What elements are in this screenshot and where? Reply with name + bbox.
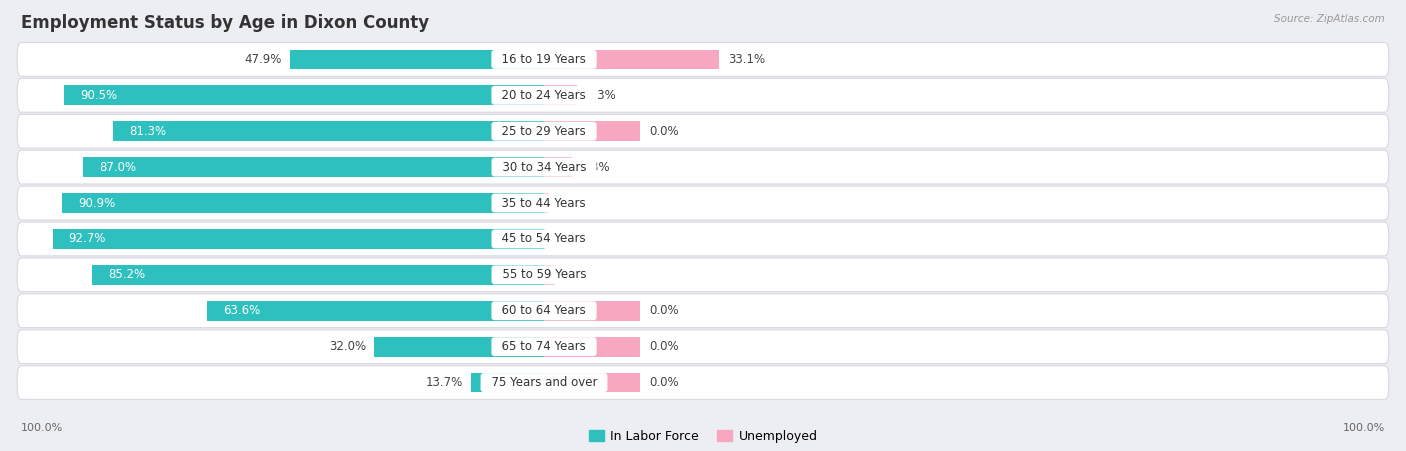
Text: 0.0%: 0.0%: [650, 376, 679, 389]
Text: 90.5%: 90.5%: [80, 89, 118, 102]
Text: 25 to 29 Years: 25 to 29 Years: [495, 125, 593, 138]
Text: 32.0%: 32.0%: [329, 340, 366, 353]
Bar: [544, 193, 548, 213]
Bar: [53, 229, 544, 249]
Bar: [374, 337, 544, 357]
Text: 45 to 54 Years: 45 to 54 Years: [495, 232, 593, 245]
Text: 30 to 34 Years: 30 to 34 Years: [495, 161, 593, 174]
Bar: [544, 157, 572, 177]
Text: 6.3%: 6.3%: [586, 89, 616, 102]
FancyBboxPatch shape: [17, 258, 1389, 292]
Text: 92.7%: 92.7%: [69, 232, 105, 245]
Text: 35 to 44 Years: 35 to 44 Years: [495, 197, 593, 210]
Text: 55 to 59 Years: 55 to 59 Years: [495, 268, 593, 281]
FancyBboxPatch shape: [17, 78, 1389, 112]
FancyBboxPatch shape: [17, 366, 1389, 400]
Text: 60 to 64 Years: 60 to 64 Years: [495, 304, 593, 317]
Text: 16 to 19 Years: 16 to 19 Years: [495, 53, 593, 66]
Bar: [112, 121, 544, 141]
Bar: [544, 301, 641, 321]
Text: 0.0%: 0.0%: [650, 125, 679, 138]
Text: 13.7%: 13.7%: [426, 376, 463, 389]
Text: 2.0%: 2.0%: [562, 268, 593, 281]
FancyBboxPatch shape: [17, 42, 1389, 76]
Text: 100.0%: 100.0%: [21, 423, 63, 433]
Text: 0.0%: 0.0%: [650, 340, 679, 353]
Bar: [544, 50, 720, 69]
Text: 65 to 74 Years: 65 to 74 Years: [495, 340, 593, 353]
FancyBboxPatch shape: [17, 222, 1389, 256]
Bar: [544, 337, 641, 357]
Text: 0.2%: 0.2%: [554, 232, 583, 245]
Bar: [207, 301, 544, 321]
Bar: [65, 85, 544, 105]
Text: 47.9%: 47.9%: [245, 53, 281, 66]
Text: 33.1%: 33.1%: [728, 53, 765, 66]
Text: Employment Status by Age in Dixon County: Employment Status by Age in Dixon County: [21, 14, 429, 32]
FancyBboxPatch shape: [17, 186, 1389, 220]
Bar: [544, 121, 641, 141]
Legend: In Labor Force, Unemployed: In Labor Force, Unemployed: [583, 425, 823, 448]
Bar: [93, 265, 544, 285]
Bar: [83, 157, 544, 177]
Bar: [62, 193, 544, 213]
Text: 81.3%: 81.3%: [129, 125, 166, 138]
Text: 0.7%: 0.7%: [557, 197, 586, 210]
Text: 87.0%: 87.0%: [98, 161, 136, 174]
FancyBboxPatch shape: [17, 330, 1389, 364]
FancyBboxPatch shape: [17, 115, 1389, 148]
Text: 75 Years and over: 75 Years and over: [484, 376, 605, 389]
Bar: [290, 50, 544, 69]
Text: 90.9%: 90.9%: [79, 197, 115, 210]
Text: 5.3%: 5.3%: [581, 161, 610, 174]
Bar: [544, 265, 554, 285]
Text: 85.2%: 85.2%: [108, 268, 145, 281]
FancyBboxPatch shape: [17, 294, 1389, 327]
Text: Source: ZipAtlas.com: Source: ZipAtlas.com: [1274, 14, 1385, 23]
Text: 20 to 24 Years: 20 to 24 Years: [495, 89, 593, 102]
Bar: [544, 85, 578, 105]
FancyBboxPatch shape: [17, 150, 1389, 184]
Text: 100.0%: 100.0%: [1343, 423, 1385, 433]
Bar: [544, 373, 641, 392]
Text: 63.6%: 63.6%: [224, 304, 260, 317]
Bar: [471, 373, 544, 392]
Text: 0.0%: 0.0%: [650, 304, 679, 317]
